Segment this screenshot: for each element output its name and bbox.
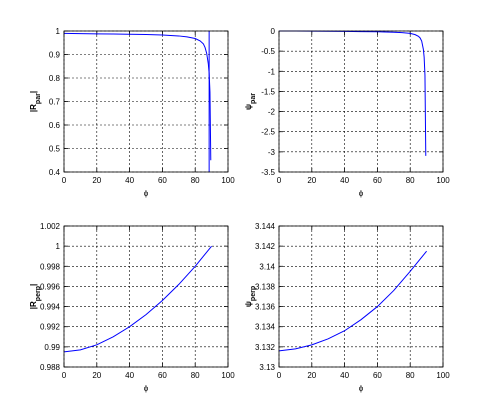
y-axis-label-part: |R [29, 104, 38, 112]
x-tick-label: 0 [277, 371, 282, 380]
y-axis-label-part: | [29, 284, 38, 286]
x-tick-label: 20 [92, 176, 101, 185]
axes-box [278, 225, 444, 368]
x-tick-label: 100 [436, 371, 450, 380]
y-tick-label: 0.998 [40, 262, 61, 271]
axes-box [63, 30, 229, 173]
y-axis-label-part: ψ [244, 104, 253, 110]
y-axis-label-part: par [250, 93, 257, 104]
data-line [63, 245, 212, 353]
subplot: 3.13 3.132 3.134 3.136 3.138 3.14 3.142 3.144 0 2… [244, 222, 450, 393]
y-tick-label: 0.988 [40, 363, 61, 372]
x-tick-label: 100 [221, 176, 235, 185]
y-tick-label: 0.8 [49, 74, 61, 83]
x-tick-label: 20 [307, 371, 316, 380]
x-tick-label: 0 [62, 371, 67, 380]
y-tick-label: -3 [268, 148, 276, 157]
plot-area [279, 226, 443, 367]
subplot: 0.988 0.99 0.992 0.994 0.996 0.998 1 1.002 0 20 40… [29, 222, 235, 393]
y-axis-label: ψperp [244, 286, 257, 307]
y-tick-label: 3.13 [259, 363, 275, 372]
x-tick-label: 0 [62, 176, 67, 185]
data-line [278, 250, 427, 352]
y-tick-label: 0 [271, 27, 276, 36]
y-tick-label: -2.5 [261, 128, 275, 137]
subplot: 0.4 0.5 0.6 0.7 0.8 0.9 1 0 20 40 60 80 100 ϕ |Rpar| [29, 27, 235, 198]
x-tick-label: 40 [340, 176, 349, 185]
y-tick-label: -2 [268, 108, 276, 117]
y-tick-label: 0.992 [40, 323, 61, 332]
y-axis-label: ψpar [244, 93, 257, 110]
y-tick-label: -1.5 [261, 87, 275, 96]
subplot: -3.5 -3 -2.5 -2 -1.5 -1 -0.5 0 0 20 40 60 80 100 ϕ ψpar [244, 27, 450, 198]
y-tick-label: 0.994 [40, 303, 61, 312]
y-axis-label-part: | [29, 91, 38, 93]
y-tick-label: 3.142 [255, 242, 276, 251]
axes-box [278, 30, 444, 173]
x-tick-label: 100 [221, 371, 235, 380]
y-tick-label: 3.136 [255, 303, 276, 312]
plot-area [64, 226, 228, 367]
axes-box [63, 225, 229, 368]
y-tick-label: -1 [268, 67, 276, 76]
y-tick-label: 0.9 [49, 51, 61, 60]
y-axis-label-part: ψ [244, 301, 253, 307]
y-axis-label: |Rperp| [29, 284, 42, 309]
x-tick-label: 60 [373, 371, 382, 380]
y-tick-label: 1 [56, 242, 61, 251]
x-tick-label: 60 [158, 176, 167, 185]
x-tick-label: 100 [436, 176, 450, 185]
x-tick-label: 80 [406, 371, 415, 380]
y-axis-label: |Rpar| [29, 91, 42, 112]
y-tick-label: 0.4 [49, 168, 61, 177]
x-axis-label: ϕ [144, 384, 149, 393]
x-axis-label: ϕ [144, 189, 149, 198]
y-axis-label-part: |R [29, 301, 38, 309]
y-tick-label: 0.6 [49, 121, 61, 130]
y-tick-label: -3.5 [261, 168, 275, 177]
x-axis-label: ϕ [359, 189, 364, 198]
x-tick-label: 40 [125, 176, 134, 185]
x-tick-label: 60 [373, 176, 382, 185]
x-tick-label: 40 [125, 371, 134, 380]
x-axis-label: ϕ [359, 384, 364, 393]
y-tick-label: 3.132 [255, 343, 276, 352]
x-tick-label: 60 [158, 371, 167, 380]
y-tick-label: 1 [56, 27, 61, 36]
x-tick-label: 20 [307, 176, 316, 185]
data-line [63, 32, 212, 161]
x-tick-label: 20 [92, 371, 101, 380]
y-tick-label: 3.138 [255, 282, 276, 291]
x-tick-label: 0 [277, 176, 282, 185]
y-tick-label: 0.5 [49, 145, 61, 154]
y-axis-label-part: perp [35, 286, 42, 301]
y-tick-label: 3.144 [255, 222, 276, 231]
y-tick-label: 3.14 [259, 262, 275, 271]
y-axis-label-part: par [35, 93, 42, 104]
y-tick-label: -0.5 [261, 47, 275, 56]
y-axis-label-part: perp [250, 286, 257, 301]
x-tick-label: 80 [406, 176, 415, 185]
x-tick-label: 40 [340, 371, 349, 380]
y-tick-label: 0.996 [40, 282, 61, 291]
plot-area [279, 31, 443, 172]
y-tick-label: 0.99 [44, 343, 60, 352]
x-tick-label: 80 [191, 176, 200, 185]
y-tick-label: 3.134 [255, 323, 276, 332]
y-tick-label: 1.002 [40, 222, 61, 231]
y-tick-label: 0.7 [49, 98, 61, 107]
x-tick-label: 80 [191, 371, 200, 380]
